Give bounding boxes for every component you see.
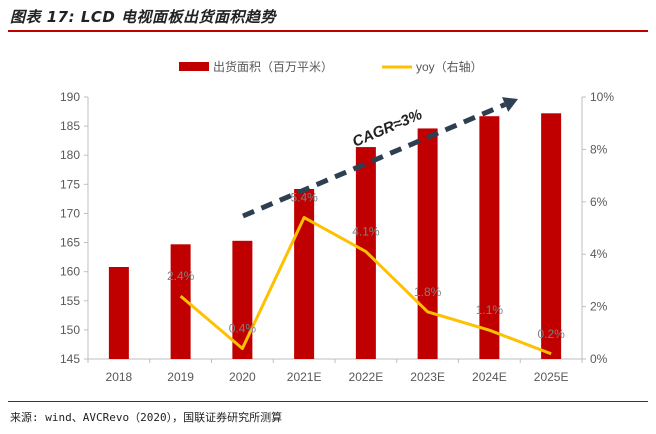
chart: 出货面积（百万平米） yoy（右轴） 145 150 155 160 165 170 175…: [60, 59, 614, 384]
axes: 145 150 155 160 165 170 175 180 185 190 0% 2% 4% 6% 8%…: [60, 90, 614, 384]
x-tick-label: 2020: [229, 370, 256, 384]
bar: [232, 240, 253, 359]
left-tick-label: 150: [60, 323, 80, 337]
arrow-head: [501, 97, 518, 112]
bar: [417, 128, 438, 359]
left-tick-label: 170: [60, 206, 80, 220]
left-tick-label: 160: [60, 265, 80, 279]
figure-title: 图表 17: LCD 电视面板出货面积趋势: [10, 8, 277, 26]
yoy-data-label: 5.4%: [290, 191, 318, 205]
left-tick-label: 175: [60, 177, 80, 191]
bar: [541, 113, 562, 360]
x-tick-label: 2023E: [410, 370, 445, 384]
yoy-data-label: 4.1%: [352, 225, 380, 239]
right-tick-label: 0%: [590, 352, 608, 366]
x-tick-label: 2019: [167, 370, 194, 384]
yoy-data-label: 0.4%: [229, 322, 257, 336]
right-tick-label: 6%: [590, 195, 608, 209]
data-labels: 2.4% 0.4% 5.4% 4.1% 1.8% 1.1% 0.2%: [167, 191, 565, 341]
x-tick-label: 2024E: [472, 370, 507, 384]
right-tick-label: 10%: [590, 90, 614, 104]
yoy-data-label: 0.2%: [537, 327, 565, 341]
arrow-shaft: [242, 102, 507, 219]
bar: [108, 267, 129, 359]
x-tick-label: 2021E: [287, 370, 322, 384]
right-tick-label: 8%: [590, 142, 608, 156]
bar: [479, 116, 500, 359]
legend-bar-swatch: [179, 62, 209, 71]
bar: [170, 244, 191, 359]
x-tick-label: 2018: [106, 370, 133, 384]
left-tick-label: 165: [60, 236, 80, 250]
cagr-arrow: CAGR≈3%: [242, 97, 518, 219]
right-tick-label: 4%: [590, 247, 608, 261]
left-tick-label: 155: [60, 294, 80, 308]
yoy-data-label: 1.1%: [476, 303, 504, 317]
left-tick-label: 145: [60, 352, 80, 366]
bar: [294, 188, 315, 359]
legend: 出货面积（百万平米） yoy（右轴）: [179, 59, 483, 74]
legend-line-label: yoy（右轴）: [416, 59, 483, 74]
yoy-series: [179, 216, 552, 356]
left-tick-label: 180: [60, 148, 80, 162]
source-note: 来源: wind、AVCRevo（2020），国联证券研究所测算: [10, 411, 283, 424]
yoy-data-label: 2.4%: [167, 269, 195, 283]
yoy-data-label: 1.8%: [414, 285, 442, 299]
source-divider: [8, 401, 648, 402]
x-tick-label: 2025E: [534, 370, 569, 384]
left-tick-label: 185: [60, 119, 80, 133]
legend-bar-label: 出货面积（百万平米）: [213, 59, 333, 74]
title-divider: [8, 30, 648, 32]
left-tick-label: 190: [60, 90, 80, 104]
x-tick-label: 2022E: [349, 370, 384, 384]
yoy-line: [179, 216, 552, 356]
right-tick-label: 2%: [590, 300, 608, 314]
